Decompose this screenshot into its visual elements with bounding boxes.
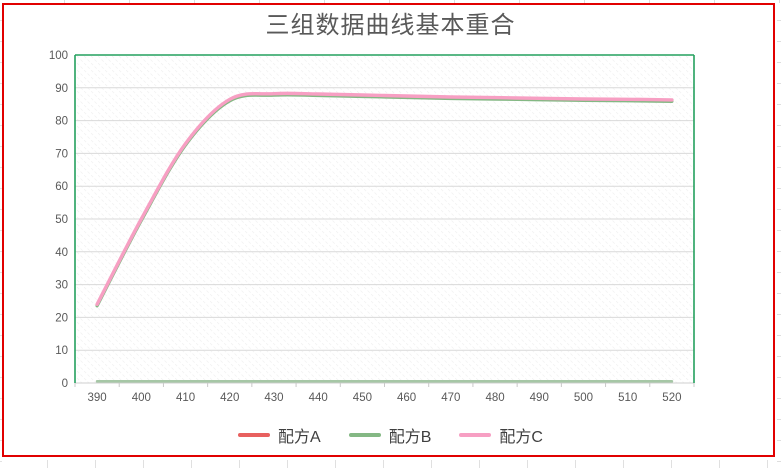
y-axis-tick-label: 0 <box>62 378 68 390</box>
x-axis-tick-label: 490 <box>530 392 549 404</box>
legend-item-a[interactable]: 配方A <box>238 423 321 447</box>
legend-line-swatch <box>348 433 381 437</box>
x-axis-tick-label: 500 <box>574 392 593 404</box>
legend-item-c[interactable]: 配方C <box>459 423 543 447</box>
y-axis-tick-label: 20 <box>55 312 68 324</box>
x-axis-tick-label: 520 <box>662 392 681 404</box>
y-axis-tick-label: 40 <box>55 247 68 259</box>
x-axis-tick-label: 470 <box>441 392 460 404</box>
legend-label: 配方C <box>499 429 543 446</box>
y-axis-tick-label: 10 <box>55 345 68 357</box>
x-axis-tick-label: 440 <box>309 392 328 404</box>
x-axis-tick-label: 420 <box>220 392 239 404</box>
y-axis-tick-label: 60 <box>55 181 68 193</box>
y-axis-tick-label: 70 <box>55 148 68 160</box>
chart-title: 三组数据曲线基本重合 <box>265 12 516 39</box>
series-line-c[interactable] <box>95 91 674 306</box>
x-axis-tick-label: 400 <box>132 392 151 404</box>
y-axis-tick-label: 90 <box>55 83 68 95</box>
legend-line-swatch <box>238 433 271 437</box>
x-axis-tick-label: 480 <box>485 392 504 404</box>
legend-label: 配方A <box>278 429 321 446</box>
legend-line-swatch <box>459 433 492 437</box>
x-axis-tick-label: 450 <box>353 392 372 404</box>
x-axis-tick-label: 460 <box>397 392 416 404</box>
x-axis-tick-label: 410 <box>176 392 195 404</box>
y-axis-tick-label: 50 <box>55 214 68 226</box>
legend-item-b[interactable]: 配方B <box>348 423 432 447</box>
y-axis-tick-label: 30 <box>55 280 68 292</box>
legend-label: 配方B <box>388 429 432 446</box>
y-axis-tick-label: 100 <box>49 50 68 62</box>
x-axis-tick-label: 510 <box>618 392 637 404</box>
y-axis-tick-label: 80 <box>55 116 68 128</box>
chart-legend: 配方A 配方B 配方C <box>0 423 781 447</box>
x-axis-tick-label: 430 <box>264 392 283 404</box>
x-axis-tick-label: 390 <box>88 392 107 404</box>
